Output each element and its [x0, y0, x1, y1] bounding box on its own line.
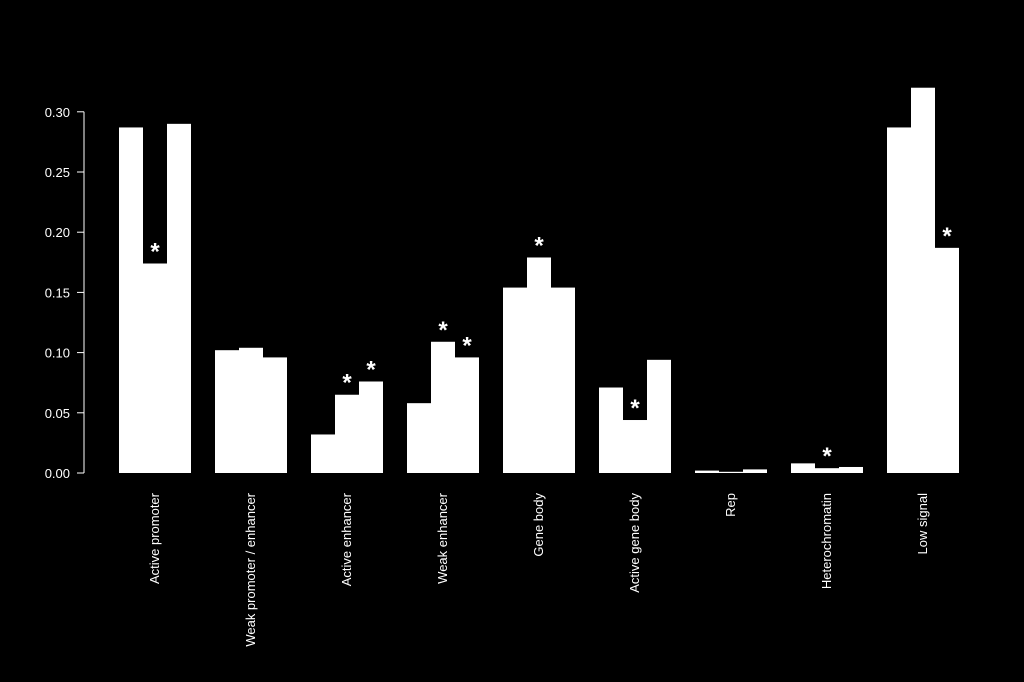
bar	[119, 127, 143, 474]
category-label: Active promoter	[147, 492, 162, 584]
significance-star: *	[366, 356, 376, 383]
category-label: Gene body	[531, 493, 546, 557]
significance-star: *	[150, 239, 160, 266]
significance-star: *	[462, 332, 472, 359]
y-tick-label: 0.00	[45, 466, 70, 481]
bar	[599, 387, 623, 473]
y-tick-label: 0.20	[45, 225, 70, 240]
bar	[815, 468, 839, 473]
bar-group	[215, 347, 287, 473]
bar-groups	[119, 87, 959, 474]
bar	[263, 357, 287, 473]
significance-star: *	[942, 223, 952, 250]
y-tick-label: 0.10	[45, 346, 70, 361]
bar	[311, 434, 335, 473]
bar-group	[503, 257, 575, 473]
bar	[359, 381, 383, 473]
significance-star: *	[342, 370, 352, 397]
significance-star: *	[822, 443, 832, 470]
significance-star: *	[630, 395, 640, 422]
y-tick-label: 0.30	[45, 105, 70, 120]
category-label: Weak promoter / enhancer	[243, 492, 258, 646]
bar	[791, 463, 815, 473]
significance-star: *	[534, 232, 544, 259]
bar	[167, 123, 191, 473]
bar	[719, 471, 743, 473]
bar-group	[311, 381, 383, 473]
bar-group	[791, 463, 863, 473]
bar	[695, 470, 719, 473]
bar	[743, 469, 767, 473]
bar-group	[119, 123, 191, 474]
bar	[239, 347, 263, 473]
bar	[215, 350, 239, 473]
category-label: Heterochromatin	[819, 493, 834, 589]
bar	[527, 257, 551, 473]
category-labels: Active promoter Weak promoter / enhancer A…	[147, 492, 930, 646]
bar-group	[599, 359, 671, 473]
category-label: Rep	[723, 493, 738, 517]
bar	[911, 87, 935, 473]
y-axis: 0.00 0.05 0.10 0.15 0.20 0.25 0.30	[45, 105, 85, 481]
bar	[335, 394, 359, 473]
bar	[455, 357, 479, 473]
bar	[887, 127, 911, 474]
bar-group	[695, 469, 767, 473]
bar	[431, 341, 455, 473]
y-tick-label: 0.05	[45, 406, 70, 421]
bar-group	[407, 341, 479, 473]
bar	[143, 263, 167, 473]
bar	[839, 466, 863, 473]
category-label: Weak enhancer	[435, 492, 450, 583]
bar	[503, 287, 527, 473]
significance-star: *	[438, 317, 448, 344]
y-tick-label: 0.15	[45, 285, 70, 300]
bar	[647, 359, 671, 473]
bar	[551, 287, 575, 473]
category-label: Active gene body	[627, 493, 642, 593]
bar	[935, 247, 959, 473]
bar	[623, 420, 647, 473]
bar-group	[887, 87, 959, 474]
bar	[407, 403, 431, 473]
significance-markers: * * * * * * * * *	[150, 223, 952, 470]
category-label: Active enhancer	[339, 492, 354, 586]
category-label: Low signal	[915, 493, 930, 555]
y-tick-label: 0.25	[45, 165, 70, 180]
